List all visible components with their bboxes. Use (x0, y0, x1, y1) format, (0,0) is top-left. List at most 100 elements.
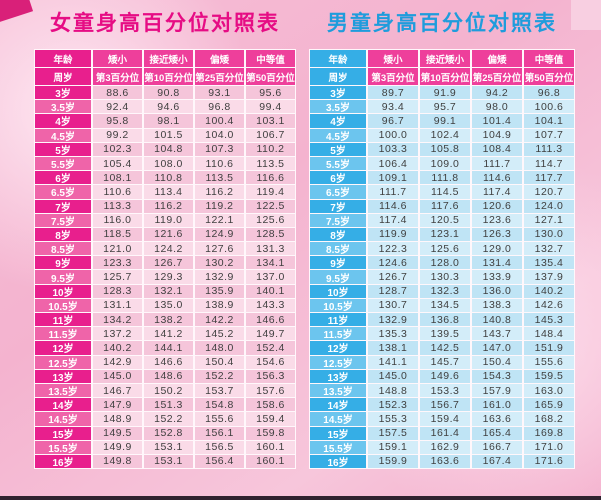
value-cell: 124.2 (144, 242, 193, 256)
value-cell: 152.8 (144, 426, 193, 440)
value-cell: 154.3 (472, 369, 522, 383)
value-cell: 132.9 (368, 313, 418, 327)
category-header-cell: 矮小 (368, 50, 418, 67)
value-cell: 117.6 (420, 199, 470, 213)
value-cell: 120.7 (524, 185, 574, 199)
value-cell: 114.5 (420, 185, 470, 199)
value-cell: 127.6 (195, 242, 244, 256)
value-cell: 152.3 (368, 398, 418, 412)
value-cell: 150.4 (472, 355, 522, 369)
value-cell: 116.6 (246, 171, 295, 185)
value-cell: 156.7 (420, 398, 470, 412)
value-cell: 132.9 (195, 270, 244, 284)
value-cell: 130.7 (368, 298, 418, 312)
value-cell: 124.9 (195, 227, 244, 242)
value-cell: 93.4 (368, 100, 418, 114)
value-cell: 107.7 (524, 128, 574, 142)
value-cell: 99.4 (246, 100, 295, 114)
percentile-header-cell: 第10百分位 (144, 68, 193, 85)
value-cell: 116.0 (93, 213, 142, 227)
age-cell: 13岁 (310, 369, 366, 384)
value-cell: 138.9 (195, 298, 244, 312)
value-cell: 142.9 (93, 355, 142, 369)
age-cell: 11.5岁 (35, 327, 91, 341)
value-cell: 119.9 (368, 227, 418, 242)
value-cell: 136.8 (420, 313, 470, 327)
value-cell: 105.4 (93, 156, 142, 171)
value-cell: 126.3 (472, 227, 522, 242)
value-cell: 157.5 (368, 426, 418, 440)
value-cell: 106.4 (368, 156, 418, 171)
age-cell: 10.5岁 (35, 298, 91, 313)
value-cell: 125.6 (420, 242, 470, 256)
age-cell: 10岁 (35, 284, 91, 299)
value-cell: 159.1 (368, 440, 418, 454)
value-cell: 110.6 (195, 156, 244, 171)
age-cell: 5岁 (310, 142, 366, 157)
value-cell: 161.0 (472, 398, 522, 412)
value-cell: 153.7 (195, 383, 244, 398)
category-header-cell: 接近矮小 (420, 50, 470, 67)
percentile-header-cell: 第3百分位 (368, 68, 418, 85)
value-cell: 100.6 (524, 100, 574, 114)
value-cell: 135.4 (524, 256, 574, 270)
value-cell: 147.0 (472, 341, 522, 355)
value-cell: 110.2 (246, 142, 295, 156)
value-cell: 120.6 (472, 199, 522, 213)
value-cell: 102.3 (93, 142, 142, 156)
age-cell: 3岁 (35, 86, 91, 100)
value-cell: 117.4 (368, 213, 418, 227)
age-cell: 15.5岁 (310, 440, 366, 455)
value-cell: 131.3 (246, 242, 295, 256)
value-cell: 167.4 (472, 454, 522, 469)
boys-table-section: 男童身高百分位对照表 年龄 矮小 接近矮小 偏矮 中等值 周岁 第3百分位 第10百分位 第25… (309, 8, 575, 470)
value-cell: 165.4 (472, 426, 522, 440)
percentile-header-cell: 第10百分位 (420, 68, 470, 85)
value-cell: 140.2 (524, 284, 574, 298)
value-cell: 109.0 (420, 156, 470, 171)
value-cell: 129.3 (144, 270, 193, 284)
age-cell: 6.5岁 (35, 185, 91, 199)
value-cell: 159.4 (246, 412, 295, 426)
age-cell: 14.5岁 (310, 412, 366, 426)
value-cell: 110.8 (144, 171, 193, 185)
value-cell: 108.0 (144, 156, 193, 171)
value-cell: 142.5 (420, 341, 470, 355)
age-cell: 7岁 (310, 199, 366, 214)
value-cell: 118.5 (93, 227, 142, 242)
value-cell: 116.2 (144, 199, 193, 213)
value-cell: 148.6 (144, 369, 193, 383)
value-cell: 143.3 (246, 298, 295, 312)
percentile-header-cell: 第50百分位 (246, 68, 295, 85)
value-cell: 121.0 (93, 242, 142, 256)
value-cell: 128.7 (368, 284, 418, 298)
value-cell: 145.7 (420, 355, 470, 369)
value-cell: 114.6 (472, 171, 522, 185)
value-cell: 101.4 (472, 114, 522, 128)
age-cell: 16岁 (35, 454, 91, 469)
age-cell: 7.5岁 (35, 213, 91, 228)
value-cell: 132.7 (524, 242, 574, 256)
value-cell: 149.7 (246, 327, 295, 341)
value-cell: 140.2 (93, 341, 142, 355)
value-cell: 89.7 (368, 86, 418, 100)
value-cell: 166.7 (472, 440, 522, 454)
value-cell: 145.0 (93, 369, 142, 383)
value-cell: 163.0 (524, 383, 574, 398)
value-cell: 104.8 (144, 142, 193, 156)
category-header-cell: 偏矮 (472, 50, 522, 67)
value-cell: 94.2 (472, 86, 522, 100)
age-cell: 3岁 (310, 86, 366, 100)
value-cell: 137.9 (524, 270, 574, 284)
age-cell: 7岁 (35, 199, 91, 214)
girls-table: 年龄 矮小 接近矮小 偏矮 中等值 周岁 第3百分位 第10百分位 第25百分位 第50百分位 3岁… (34, 49, 296, 470)
value-cell: 159.5 (524, 369, 574, 383)
age-cell: 4岁 (35, 114, 91, 128)
value-cell: 92.4 (93, 100, 142, 114)
value-cell: 154.6 (246, 355, 295, 369)
category-header-cell: 偏矮 (195, 50, 244, 67)
value-cell: 134.1 (246, 256, 295, 270)
value-cell: 122.3 (368, 242, 418, 256)
value-cell: 114.6 (368, 199, 418, 213)
age-cell: 12.5岁 (35, 355, 91, 370)
